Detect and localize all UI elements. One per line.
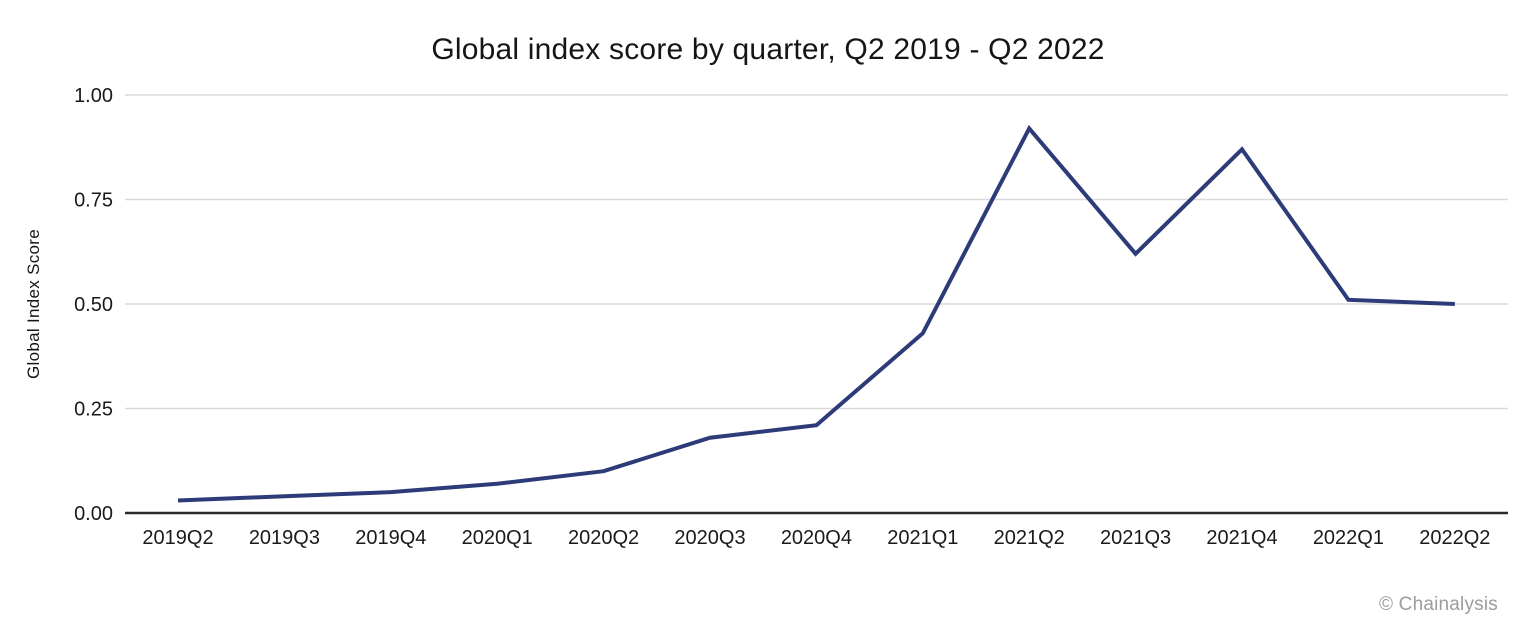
x-tick-label: 2019Q4 — [355, 527, 426, 549]
attribution-text: © Chainalysis — [1378, 594, 1498, 615]
x-tick-label: 2021Q2 — [994, 527, 1065, 549]
x-tick-label: 2020Q4 — [781, 527, 852, 549]
x-tick-label: 2021Q3 — [1100, 527, 1171, 549]
y-tick-label: 0.50 — [74, 294, 113, 316]
x-tick-label: 2020Q1 — [462, 527, 533, 549]
y-tick-label: 0.25 — [74, 399, 113, 421]
x-tick-label: 2020Q2 — [568, 527, 639, 549]
x-tick-label: 2022Q1 — [1313, 527, 1384, 549]
x-tick-label: 2021Q1 — [887, 527, 958, 549]
index-score-line — [177, 124, 1455, 503]
y-tick-label: 0.00 — [74, 503, 113, 525]
y-tick-label: 1.00 — [74, 85, 113, 107]
x-tick-label: 2021Q4 — [1206, 527, 1277, 549]
y-tick-label: 0.75 — [74, 190, 113, 212]
x-tick-label: 2019Q2 — [142, 527, 213, 549]
x-tick-label: 2019Q3 — [249, 527, 320, 549]
x-tick-label: 2020Q3 — [674, 527, 745, 549]
x-tick-label: 2022Q2 — [1419, 527, 1490, 549]
chart-title: Global index score by quarter, Q2 2019 -… — [431, 33, 1105, 66]
